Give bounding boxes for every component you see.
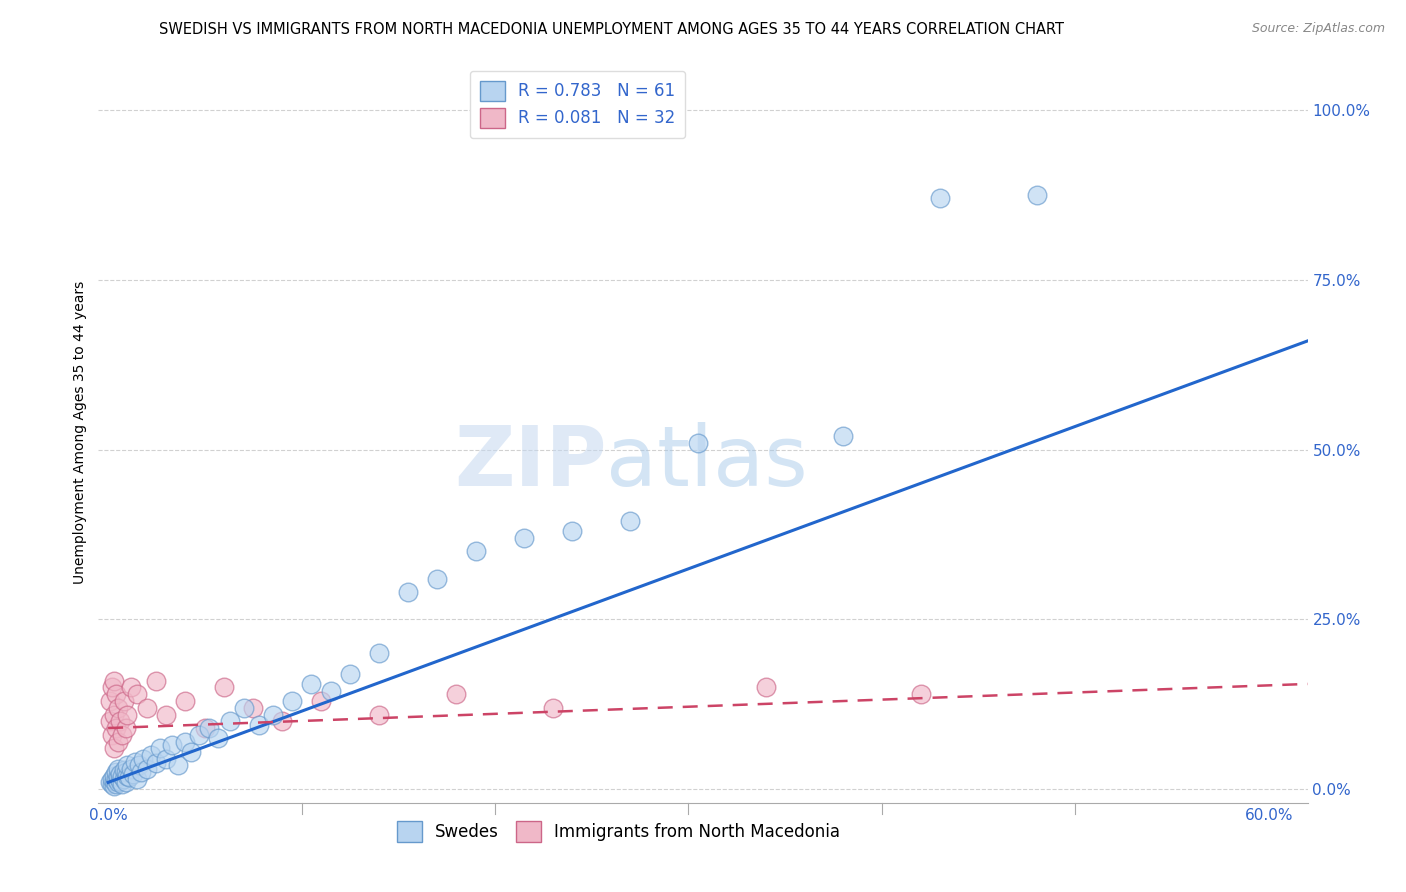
Point [107, 700, 129, 714]
Text: Source: ZipAtlas.com: Source: ZipAtlas.com [1251, 22, 1385, 36]
Point [464, 544, 486, 558]
Point [108, 767, 131, 781]
Point [207, 731, 229, 746]
Point [446, 687, 468, 701]
Point [120, 762, 142, 776]
Legend: Swedes, Immigrants from North Macedonia: Swedes, Immigrants from North Macedonia [388, 813, 848, 850]
Point [135, 700, 157, 714]
Point [103, 673, 125, 688]
Point [111, 777, 134, 791]
Point [271, 714, 294, 729]
Point [188, 728, 211, 742]
Point [166, 758, 188, 772]
Point [122, 767, 145, 781]
Point [910, 687, 932, 701]
Point [108, 714, 131, 729]
Point [1025, 187, 1047, 202]
Point [98, 714, 121, 729]
Point [117, 758, 139, 772]
Point [103, 707, 125, 722]
Point [108, 774, 131, 789]
Point [107, 770, 129, 784]
Point [929, 191, 952, 205]
Point [174, 734, 197, 748]
Point [319, 683, 342, 698]
Point [139, 748, 162, 763]
Point [117, 707, 139, 722]
Point [155, 707, 177, 722]
Point [561, 524, 583, 538]
Point [194, 721, 217, 735]
Point [145, 756, 167, 771]
Point [619, 514, 641, 528]
Text: ZIP: ZIP [454, 422, 606, 503]
Point [103, 774, 125, 789]
Point [112, 772, 135, 786]
Point [128, 758, 150, 772]
Point [104, 765, 127, 780]
Point [339, 666, 361, 681]
Point [124, 755, 146, 769]
Point [107, 762, 129, 776]
Point [242, 700, 264, 714]
Point [132, 752, 155, 766]
Point [219, 714, 242, 729]
Point [426, 572, 449, 586]
Point [309, 694, 332, 708]
Point [103, 741, 125, 756]
Point [111, 769, 134, 783]
Point [368, 646, 391, 660]
Point [262, 707, 284, 722]
Point [103, 769, 125, 783]
Point [127, 772, 149, 786]
Point [118, 770, 141, 784]
Point [155, 752, 177, 766]
Point [101, 777, 124, 791]
Point [688, 435, 710, 450]
Point [98, 775, 121, 789]
Point [197, 721, 219, 735]
Point [368, 707, 391, 722]
Point [127, 687, 149, 701]
Point [135, 762, 157, 776]
Point [104, 772, 127, 786]
Point [112, 694, 135, 708]
Point [104, 721, 127, 735]
Point [174, 694, 197, 708]
Point [160, 738, 183, 752]
Point [101, 728, 124, 742]
Point [117, 769, 139, 783]
Point [281, 694, 304, 708]
Point [114, 765, 136, 780]
Point [129, 765, 152, 780]
Y-axis label: Unemployment Among Ages 35 to 44 years: Unemployment Among Ages 35 to 44 years [73, 281, 87, 584]
Point [396, 585, 419, 599]
Point [98, 694, 121, 708]
Point [107, 734, 129, 748]
Point [212, 681, 235, 695]
Point [112, 763, 135, 777]
Point [103, 779, 125, 793]
Point [299, 677, 322, 691]
Point [114, 775, 136, 789]
Point [832, 429, 855, 443]
Point [247, 717, 270, 731]
Point [149, 741, 172, 756]
Point [104, 687, 127, 701]
Point [104, 777, 127, 791]
Point [180, 745, 202, 759]
Text: SWEDISH VS IMMIGRANTS FROM NORTH MACEDONIA UNEMPLOYMENT AMONG AGES 35 TO 44 YEAR: SWEDISH VS IMMIGRANTS FROM NORTH MACEDON… [159, 22, 1064, 37]
Point [101, 772, 124, 786]
Point [111, 728, 134, 742]
Point [232, 700, 254, 714]
Point [513, 531, 536, 545]
Point [101, 681, 124, 695]
Point [541, 700, 564, 714]
Point [114, 721, 136, 735]
Text: atlas: atlas [606, 422, 808, 503]
Point [145, 673, 167, 688]
Point [755, 681, 778, 695]
Point [107, 775, 129, 789]
Point [120, 681, 142, 695]
